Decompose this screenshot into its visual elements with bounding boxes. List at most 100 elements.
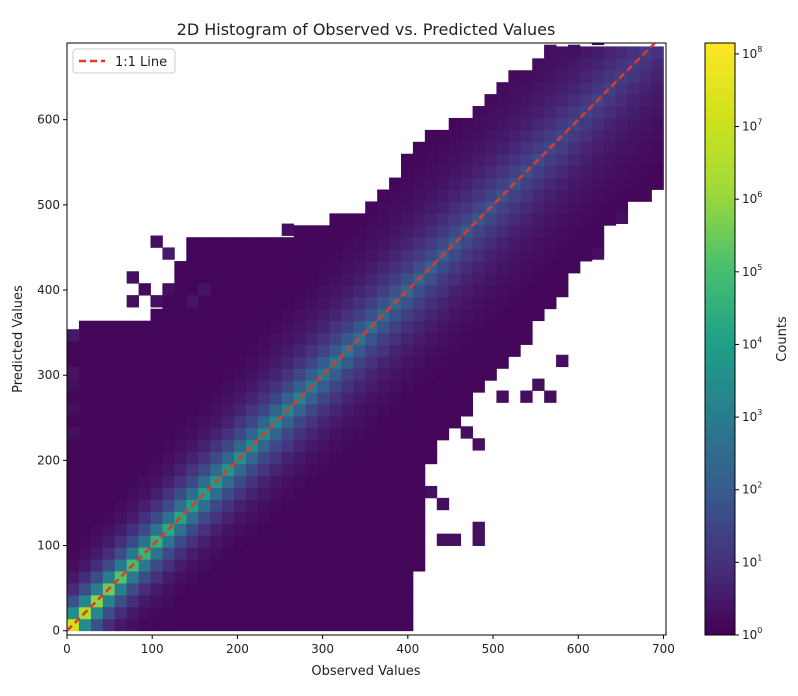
heatmap-bin: [568, 213, 581, 226]
heatmap-bin: [651, 58, 664, 71]
heatmap-bin: [305, 499, 318, 512]
heatmap-bin: [389, 487, 402, 500]
heatmap-bin: [305, 475, 318, 489]
heatmap-bin: [90, 380, 104, 393]
heatmap-bin: [401, 225, 414, 238]
heatmap-bin: [460, 426, 473, 439]
heatmap-bin: [281, 571, 295, 584]
heatmap-bin: [305, 392, 318, 405]
heatmap-bin: [317, 356, 330, 369]
heatmap-bin: [186, 344, 199, 357]
heatmap-bin: [377, 261, 390, 274]
heatmap-bin: [162, 606, 175, 620]
heatmap-bin: [353, 308, 366, 322]
heatmap-bin: [365, 535, 378, 548]
heatmap-bin: [162, 511, 175, 524]
heatmap-bin: [460, 296, 473, 310]
heatmap-bin: [472, 177, 485, 190]
heatmap-bin: [67, 535, 80, 548]
heatmap-bin: [150, 428, 163, 441]
heatmap-bin: [627, 70, 640, 83]
heatmap-bin: [317, 428, 330, 441]
heatmap-bin: [234, 261, 247, 274]
heatmap-bin: [377, 225, 390, 238]
heatmap-bin: [293, 249, 306, 262]
heatmap-bin: [460, 237, 473, 250]
heatmap-bin: [78, 463, 92, 477]
heatmap-bin: [174, 356, 187, 369]
heatmap-bin: [436, 380, 450, 393]
heatmap-bin: [198, 320, 211, 334]
heatmap-bin: [269, 272, 283, 286]
heatmap-bin: [102, 535, 116, 548]
heatmap-bin: [317, 225, 330, 238]
heatmap-bin: [448, 165, 462, 178]
heatmap-bin: [472, 165, 485, 178]
heatmap-bin: [78, 392, 92, 405]
heatmap-bin: [162, 535, 175, 548]
heatmap-bin: [412, 475, 426, 489]
heatmap-bin: [615, 189, 629, 202]
heatmap-bin: [305, 272, 318, 286]
heatmap-bin: [651, 82, 664, 95]
heatmap-bin: [448, 368, 462, 381]
heatmap-bin: [472, 129, 485, 143]
heatmap-bin: [317, 487, 330, 500]
heatmap-bin: [222, 583, 235, 596]
heatmap-bin: [293, 487, 306, 500]
heatmap-bin: [210, 344, 223, 357]
heatmap-bin: [579, 117, 593, 131]
heatmap-bin: [305, 618, 318, 632]
heatmap-bin: [234, 332, 247, 345]
heatmap-bin: [245, 261, 259, 274]
y-tick-label: 100: [37, 539, 60, 553]
heatmap-bin: [150, 583, 163, 596]
heatmap-bin: [389, 356, 402, 369]
heatmap-bin: [460, 117, 473, 131]
heatmap-bin: [412, 201, 426, 214]
heatmap-bin: [257, 594, 271, 608]
heatmap-bin: [162, 559, 175, 572]
heatmap-bin: [532, 261, 545, 274]
x-tick-label: 500: [482, 642, 505, 656]
heatmap-bin: [317, 451, 330, 465]
heatmap-bin: [341, 213, 354, 226]
heatmap-bin: [222, 594, 235, 608]
heatmap-bin: [341, 451, 354, 465]
heatmap-bin: [484, 320, 497, 334]
heatmap-bin: [448, 261, 462, 274]
heatmap-bin: [198, 463, 211, 477]
heatmap-bin: [329, 320, 342, 334]
heatmap-bin: [353, 296, 366, 310]
heatmap-bin: [508, 153, 521, 167]
heatmap-bin: [544, 165, 557, 178]
heatmap-bin: [222, 618, 235, 632]
heatmap-bin: [186, 594, 199, 608]
heatmap-bin: [472, 320, 485, 334]
heatmap-bin: [245, 284, 259, 298]
heatmap-bin: [162, 404, 175, 417]
heatmap-bin: [353, 428, 366, 441]
heatmap-bin: [353, 237, 366, 250]
heatmap-bin: [102, 463, 116, 477]
heatmap-bin: [150, 475, 163, 489]
heatmap-bin: [412, 237, 426, 250]
heatmap-bin: [484, 356, 497, 369]
heatmap-bin: [484, 189, 497, 202]
heatmap-bin: [293, 320, 306, 334]
heatmap-bin: [67, 487, 80, 500]
heatmap-bin: [317, 392, 330, 405]
heatmap-bin: [305, 451, 318, 465]
heatmap-bin: [377, 571, 390, 584]
heatmap-bin: [305, 416, 318, 429]
heatmap-bin: [234, 547, 247, 560]
heatmap-bin: [436, 533, 450, 546]
heatmap-bin: [472, 308, 485, 322]
heatmap-bin: [341, 308, 354, 322]
heatmap-bin: [210, 547, 223, 560]
heatmap-bin: [281, 475, 295, 489]
heatmap-bin: [401, 583, 414, 596]
heatmap-bin: [448, 533, 462, 546]
heatmap-bin: [341, 392, 354, 405]
heatmap-bin: [389, 523, 402, 536]
